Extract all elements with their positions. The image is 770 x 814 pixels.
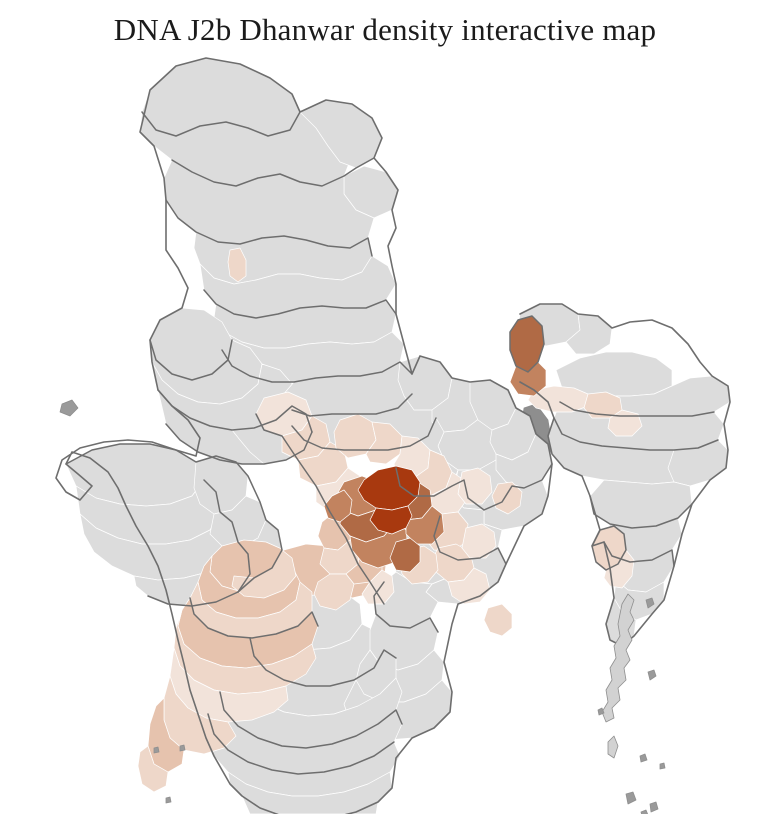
page-title: DNA J2b Dhanwar density interactive map	[113, 12, 657, 47]
state-border	[434, 516, 506, 564]
district-value-high[interactable]	[390, 538, 420, 572]
state-border	[554, 418, 718, 450]
state-border	[222, 350, 412, 382]
district-value-low[interactable]	[448, 568, 490, 604]
state-border	[292, 394, 412, 416]
state-border	[150, 340, 232, 380]
state-border	[396, 464, 552, 510]
india-outline	[56, 58, 552, 814]
state-border	[292, 418, 436, 450]
district-value-low[interactable]	[492, 482, 522, 514]
northeast-outline	[520, 304, 730, 646]
state-border	[604, 542, 674, 566]
district-value-peak[interactable]	[370, 506, 412, 534]
island-dot	[626, 792, 636, 804]
state-border	[592, 526, 626, 570]
state-border	[256, 414, 384, 604]
state-borders-group	[66, 112, 718, 774]
island-dot	[650, 802, 658, 812]
state-border	[166, 424, 312, 464]
state-border	[148, 480, 250, 606]
islands-group	[154, 594, 665, 814]
island-dot	[660, 763, 665, 769]
state-border	[190, 598, 318, 638]
lakshadweep-dot	[166, 797, 171, 803]
district-value-low[interactable]	[314, 574, 354, 610]
island-dot	[646, 598, 654, 608]
district-value-low[interactable]	[228, 248, 246, 282]
state-border	[560, 402, 714, 416]
state-border	[142, 112, 300, 136]
state-border	[158, 390, 312, 432]
district-value-low[interactable]	[138, 746, 168, 792]
district-value-low[interactable]	[528, 386, 588, 412]
state-border	[66, 444, 282, 592]
state-border	[208, 714, 394, 774]
island-dot	[641, 810, 648, 814]
state-border	[172, 158, 374, 186]
district-no-data[interactable]	[242, 796, 378, 814]
lakshadweep-dot	[180, 745, 185, 751]
neighbour-land-west	[60, 400, 78, 416]
island-dot	[640, 754, 647, 762]
state-border	[220, 692, 402, 748]
state-border	[374, 582, 438, 632]
state-border	[250, 638, 396, 686]
india-choropleth-map[interactable]	[0, 52, 770, 814]
state-border	[204, 290, 396, 318]
map-canvas[interactable]	[0, 52, 770, 814]
island-dot	[648, 670, 656, 680]
state-border	[510, 316, 544, 372]
districts-peak-tier-group[interactable]	[358, 466, 420, 534]
andaman-island	[602, 594, 634, 722]
district-value-low[interactable]	[484, 604, 512, 636]
state-border	[166, 200, 372, 256]
lakshadweep-dot	[154, 747, 159, 753]
district-value-peak[interactable]	[358, 466, 420, 510]
island-dot	[598, 708, 604, 715]
state-border	[590, 496, 692, 528]
district-value-low[interactable]	[362, 570, 394, 604]
district-value-low[interactable]	[458, 468, 492, 504]
nicobar-island	[608, 736, 618, 758]
country-outline-group	[56, 58, 730, 814]
